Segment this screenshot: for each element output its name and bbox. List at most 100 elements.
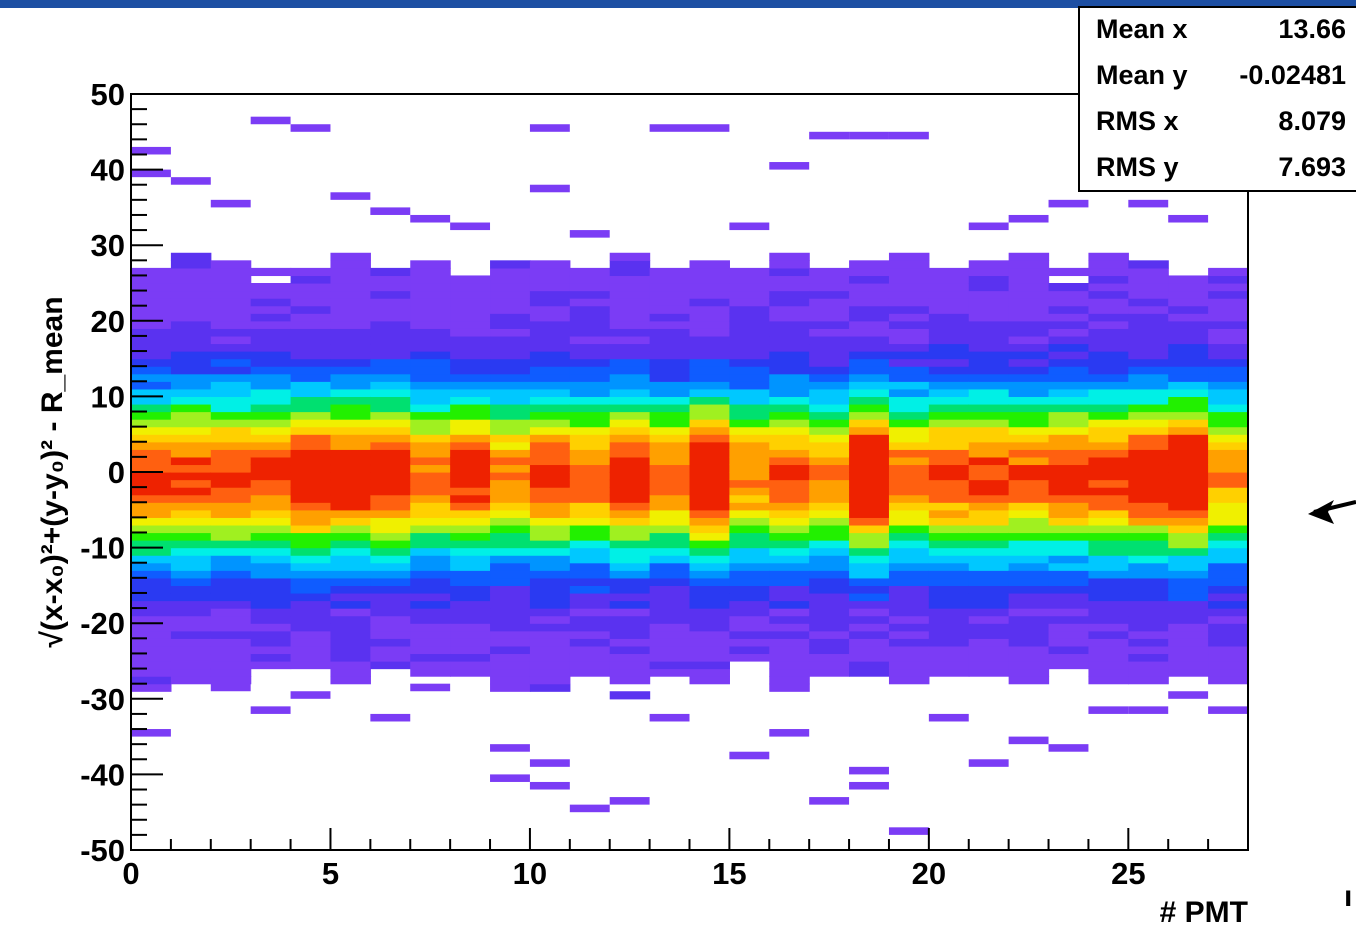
heatmap-cell — [1128, 283, 1169, 292]
heatmap-cell — [1088, 305, 1129, 314]
heatmap-cell — [809, 547, 850, 556]
heatmap-cell — [1128, 585, 1169, 594]
heatmap-cell — [1088, 335, 1129, 345]
heatmap-cell — [809, 305, 850, 314]
heatmap-cell — [609, 343, 651, 352]
heatmap-cell — [689, 328, 730, 337]
heatmap-cell — [609, 509, 651, 518]
heatmap-cell — [490, 479, 531, 488]
heatmap-cell — [809, 608, 850, 617]
heatmap-cell — [1168, 555, 1209, 564]
heatmap-cell — [849, 320, 890, 329]
heatmap-cell — [928, 426, 970, 435]
heatmap-cell — [490, 570, 531, 579]
heatmap-cell — [410, 449, 451, 458]
heatmap-cell — [170, 592, 212, 602]
heatmap-cell — [1168, 532, 1209, 541]
heatmap-cell — [250, 638, 292, 647]
heatmap-cell — [1088, 449, 1129, 458]
heatmap-cell — [1168, 396, 1209, 405]
heatmap-cell — [170, 373, 212, 382]
heatmap-cell — [250, 487, 292, 496]
heatmap-cell — [529, 388, 571, 397]
heatmap-cell — [250, 456, 292, 466]
heatmap-cell — [1088, 441, 1129, 450]
heatmap-cell — [490, 653, 531, 662]
heatmap-cell — [210, 600, 252, 609]
heatmap-cell — [609, 502, 651, 511]
heatmap-cell — [1048, 358, 1090, 367]
heatmap-cell — [370, 555, 411, 564]
heatmap-cell — [968, 343, 1010, 352]
heatmap-cell — [569, 298, 611, 307]
heatmap-cell — [569, 419, 611, 428]
heatmap-cell — [968, 313, 1010, 322]
y-tick-label: -40 — [80, 757, 125, 792]
heatmap-cell — [849, 661, 890, 670]
heatmap-cell — [1168, 638, 1209, 647]
heatmap-cell — [689, 358, 730, 367]
heatmap-cell — [1008, 381, 1050, 390]
heatmap-cell — [1048, 381, 1090, 390]
heatmap-cell — [1128, 328, 1169, 337]
heatmap-cell — [250, 366, 292, 375]
heatmap-cell — [849, 305, 890, 314]
heatmap-cell — [1088, 615, 1129, 624]
heatmap-cell — [170, 577, 212, 586]
heatmap-cell — [609, 366, 651, 375]
heatmap-cell — [609, 449, 651, 458]
stat-row-rms-x: RMS x 8.079 — [1080, 100, 1356, 146]
heatmap-cell — [1008, 661, 1050, 670]
heatmap-cell — [170, 517, 212, 526]
heatmap-cell — [928, 343, 970, 352]
heatmap-cell — [689, 403, 730, 413]
heatmap-cell — [370, 524, 411, 534]
heatmap-cell — [370, 661, 411, 670]
heatmap-cell — [1208, 562, 1249, 571]
heatmap-cell — [250, 388, 292, 397]
heatmap-cell — [290, 524, 332, 534]
heatmap-cell — [330, 335, 371, 345]
heatmap-cell — [1168, 441, 1209, 450]
heatmap-cell — [290, 517, 332, 526]
heatmap-cell — [490, 661, 531, 670]
heatmap-cell — [928, 283, 970, 292]
heatmap-cell — [210, 366, 252, 375]
heatmap-cell — [131, 373, 172, 382]
heatmap-cell — [1088, 464, 1129, 473]
heatmap-cell — [649, 509, 691, 518]
heatmap-cell — [888, 298, 930, 307]
heatmap-cell — [490, 472, 531, 481]
heatmap-cell — [450, 472, 491, 481]
heatmap-cell — [529, 592, 571, 602]
y-axis-title-text: √(x-x₀)²+(y-y₀)² - R_mean — [36, 296, 69, 647]
heatmap-cell — [1128, 335, 1169, 345]
heatmap-cell — [1008, 252, 1050, 261]
heatmap-cell — [330, 585, 371, 594]
heatmap-cell — [809, 487, 850, 496]
heatmap-cell — [490, 676, 531, 685]
heatmap-cell — [210, 396, 252, 405]
heatmap-cell — [1208, 487, 1249, 496]
heatmap-cell — [370, 388, 411, 397]
heatmap-cell — [849, 502, 890, 511]
heatmap-cell — [609, 494, 651, 503]
heatmap-cell — [968, 456, 1010, 466]
heatmap-cell — [250, 645, 292, 655]
heatmap-cell — [769, 267, 810, 277]
heatmap-cell — [370, 577, 411, 586]
heatmap-outlier-cell — [210, 199, 251, 208]
heatmap-cell — [410, 313, 451, 322]
heatmap-outlier-cell — [849, 131, 889, 140]
heatmap-outlier-cell — [689, 124, 730, 132]
heatmap-cell — [410, 464, 451, 473]
heatmap-cell — [769, 388, 810, 397]
heatmap-cell — [689, 320, 730, 329]
heatmap-cell — [131, 267, 172, 277]
heatmap-cell — [410, 351, 451, 360]
heatmap-cell — [729, 585, 770, 594]
heatmap-cell — [849, 608, 890, 617]
heatmap-cell — [1128, 555, 1169, 564]
heatmap-cell — [849, 600, 890, 609]
heatmap-cell — [490, 351, 531, 360]
